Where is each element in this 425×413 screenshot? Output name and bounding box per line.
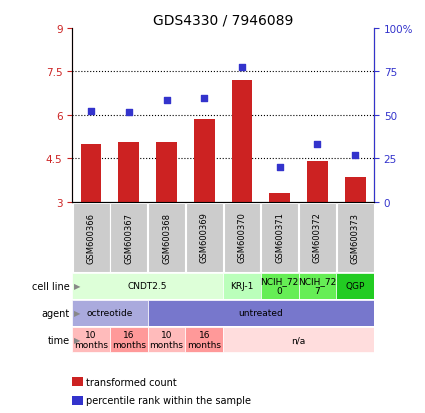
Text: cell line: cell line bbox=[32, 281, 70, 291]
FancyBboxPatch shape bbox=[261, 273, 298, 299]
Text: percentile rank within the sample: percentile rank within the sample bbox=[86, 395, 251, 405]
Text: ▶: ▶ bbox=[74, 282, 81, 290]
Title: GDS4330 / 7946089: GDS4330 / 7946089 bbox=[153, 14, 293, 28]
Point bbox=[125, 109, 132, 116]
Text: ▶: ▶ bbox=[74, 335, 81, 344]
FancyBboxPatch shape bbox=[185, 327, 223, 353]
FancyBboxPatch shape bbox=[224, 203, 261, 272]
FancyBboxPatch shape bbox=[299, 203, 336, 272]
Point bbox=[88, 108, 94, 114]
Bar bbox=[81, 145, 102, 202]
Text: untreated: untreated bbox=[238, 309, 283, 317]
Point bbox=[276, 164, 283, 171]
Text: GSM600367: GSM600367 bbox=[125, 212, 133, 263]
FancyBboxPatch shape bbox=[298, 273, 336, 299]
Text: GSM600369: GSM600369 bbox=[200, 212, 209, 263]
FancyBboxPatch shape bbox=[72, 300, 148, 326]
Text: GSM600373: GSM600373 bbox=[351, 212, 360, 263]
Text: 16
months: 16 months bbox=[187, 330, 221, 349]
Point bbox=[238, 65, 245, 71]
Text: ▶: ▶ bbox=[74, 309, 81, 317]
FancyBboxPatch shape bbox=[72, 327, 110, 353]
Bar bbox=[269, 194, 290, 202]
Text: NCIH_72
0: NCIH_72 0 bbox=[261, 276, 299, 296]
FancyBboxPatch shape bbox=[110, 203, 147, 272]
Text: octreotide: octreotide bbox=[87, 309, 133, 317]
Text: n/a: n/a bbox=[292, 335, 306, 344]
FancyBboxPatch shape bbox=[110, 327, 148, 353]
Text: GSM600366: GSM600366 bbox=[87, 212, 96, 263]
FancyBboxPatch shape bbox=[148, 327, 185, 353]
Text: GSM600368: GSM600368 bbox=[162, 212, 171, 263]
Bar bbox=[307, 162, 328, 202]
Text: GSM600372: GSM600372 bbox=[313, 212, 322, 263]
Text: GSM600371: GSM600371 bbox=[275, 212, 284, 263]
Point bbox=[314, 141, 321, 148]
FancyBboxPatch shape bbox=[223, 273, 261, 299]
Point bbox=[201, 95, 208, 102]
Text: QGP: QGP bbox=[346, 282, 365, 290]
FancyBboxPatch shape bbox=[148, 203, 185, 272]
FancyBboxPatch shape bbox=[337, 203, 374, 272]
FancyBboxPatch shape bbox=[261, 203, 298, 272]
FancyBboxPatch shape bbox=[73, 203, 110, 272]
FancyBboxPatch shape bbox=[186, 203, 223, 272]
Bar bbox=[232, 81, 252, 202]
Text: time: time bbox=[48, 335, 70, 345]
FancyBboxPatch shape bbox=[223, 327, 374, 353]
Text: GSM600370: GSM600370 bbox=[238, 212, 246, 263]
Text: NCIH_72
7: NCIH_72 7 bbox=[298, 276, 337, 296]
Point bbox=[163, 98, 170, 104]
Text: CNDT2.5: CNDT2.5 bbox=[128, 282, 167, 290]
FancyBboxPatch shape bbox=[148, 300, 374, 326]
Point bbox=[352, 153, 359, 159]
FancyBboxPatch shape bbox=[72, 273, 223, 299]
Text: 16
months: 16 months bbox=[112, 330, 146, 349]
Bar bbox=[345, 178, 366, 202]
Bar bbox=[194, 120, 215, 202]
Text: 10
months: 10 months bbox=[150, 330, 184, 349]
FancyBboxPatch shape bbox=[336, 273, 374, 299]
Text: 10
months: 10 months bbox=[74, 330, 108, 349]
Text: transformed count: transformed count bbox=[86, 377, 177, 387]
Text: agent: agent bbox=[42, 308, 70, 318]
Bar bbox=[119, 143, 139, 202]
Text: KRJ-1: KRJ-1 bbox=[230, 282, 254, 290]
Bar bbox=[156, 143, 177, 202]
